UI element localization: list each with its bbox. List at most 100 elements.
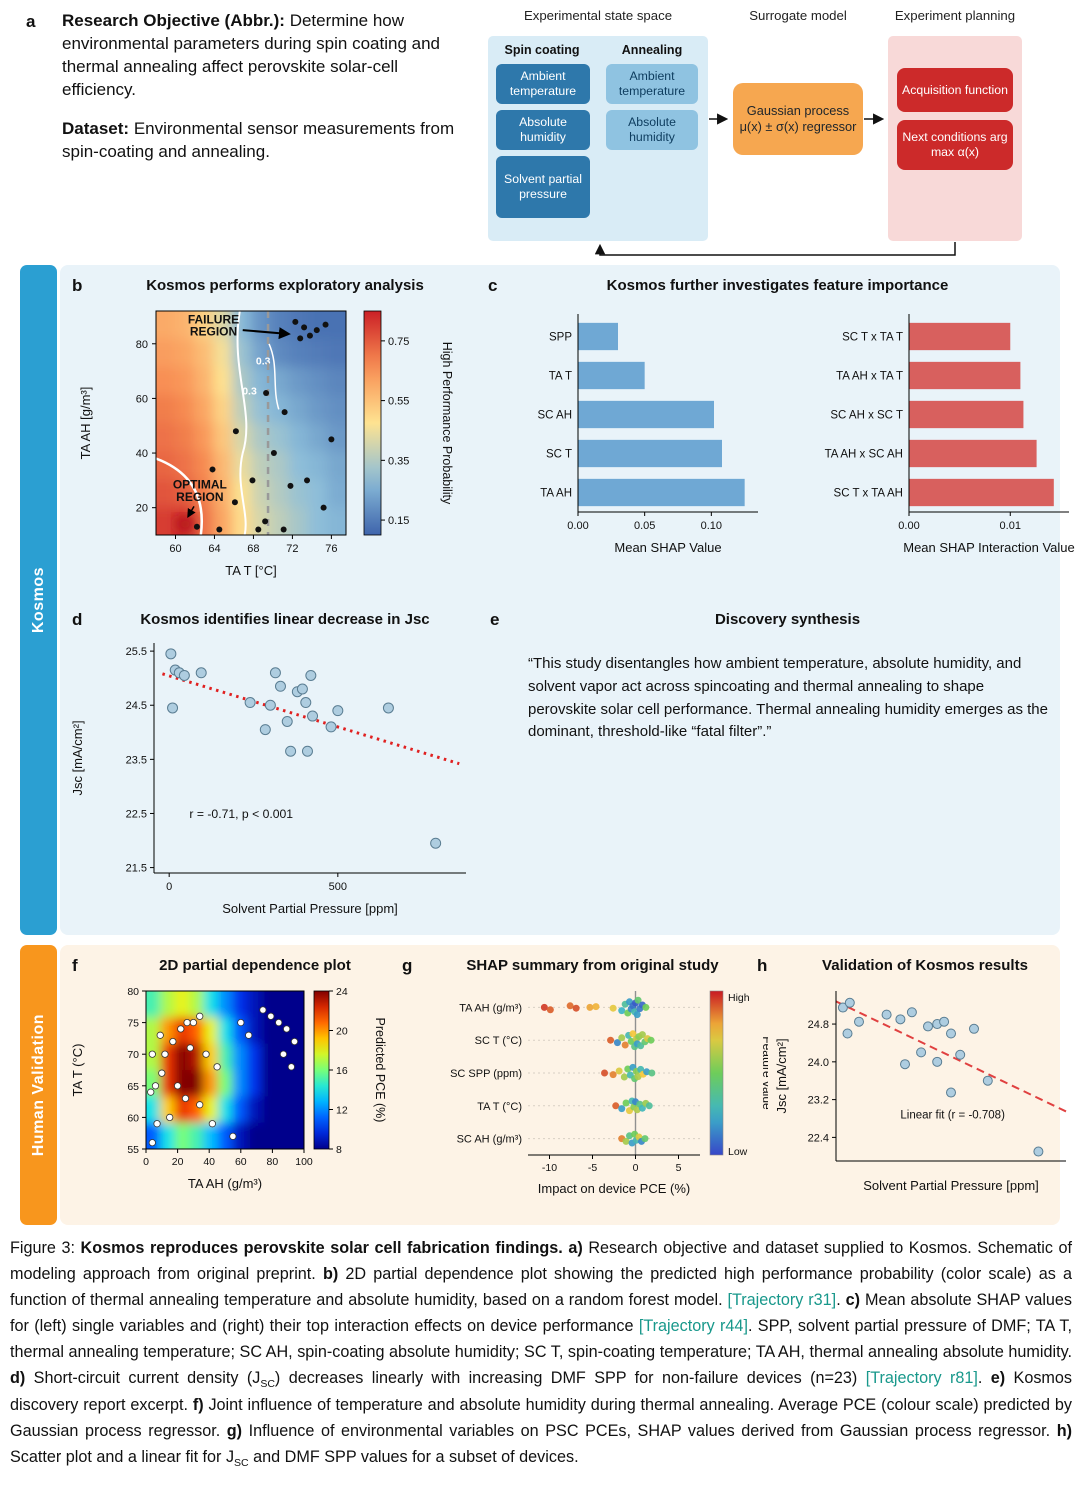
svg-text:TA AH [g/m³]: TA AH [g/m³] (78, 387, 93, 460)
bar (578, 400, 714, 429)
svg-text:Jsc [mA/cm²]: Jsc [mA/cm²] (774, 1038, 789, 1113)
svg-text:SC SPP (ppm): SC SPP (ppm) (450, 1068, 522, 1080)
bar (909, 361, 1021, 390)
data-point (189, 1018, 198, 1027)
bar (909, 400, 1024, 429)
data-point (269, 667, 281, 679)
panel-g-label: g (402, 956, 413, 975)
data-point (939, 1016, 950, 1027)
trajectory-link[interactable]: [Trajectory r31] (727, 1290, 837, 1309)
svg-text:5: 5 (676, 1162, 682, 1174)
flow-header-surrogate: Surrogate model (749, 8, 847, 23)
svg-text:64: 64 (208, 543, 220, 555)
data-point (301, 745, 313, 757)
svg-text:Impact on device PCE (%): Impact on device PCE (%) (538, 1181, 690, 1196)
data-point (208, 1120, 216, 1128)
data-point (279, 1050, 288, 1058)
flow-header-state-space: Experimental state space (523, 8, 673, 23)
svg-text:0.75: 0.75 (388, 336, 409, 348)
svg-text:Mean SHAP Value: Mean SHAP Value (614, 540, 721, 555)
data-point (275, 1018, 283, 1027)
svg-text:60: 60 (169, 543, 181, 555)
panel-c-shap-bar-chart: SPP TA T SC AH SC T TA AH 0.00 0.05 0.10 Mean SH… (537, 314, 758, 555)
shap-point (638, 1031, 646, 1039)
svg-text:0: 0 (143, 1156, 149, 1168)
bar (578, 322, 618, 351)
data-point (165, 648, 177, 660)
shap-point (586, 1003, 594, 1011)
data-point (881, 1009, 892, 1020)
svg-text:80: 80 (267, 1156, 279, 1168)
shap-point (592, 1003, 600, 1011)
svg-text:24.0: 24.0 (808, 1057, 829, 1069)
data-point (259, 1006, 267, 1014)
trajectory-link[interactable]: [Trajectory r81] (865, 1368, 978, 1387)
svg-text:0.3: 0.3 (242, 385, 257, 397)
spin-coating-title: Spin coating (504, 43, 580, 57)
data-point (837, 1002, 848, 1013)
data-point (923, 1021, 933, 1032)
spin-box-absolute-humidity: Absolute humidity (496, 110, 590, 150)
shap-point (618, 1034, 626, 1042)
svg-text:60: 60 (127, 1112, 139, 1124)
data-point (151, 1082, 160, 1090)
svg-text:40: 40 (136, 448, 148, 460)
svg-text:20: 20 (136, 503, 148, 515)
svg-text:SPP: SPP (549, 332, 572, 344)
kosmos-sidebar: Kosmos (20, 265, 57, 935)
data-point (900, 1059, 910, 1070)
trajectory-link[interactable]: [Trajectory r44] (638, 1316, 748, 1335)
svg-text:24: 24 (336, 986, 348, 998)
panel-e-label: e (490, 610, 500, 629)
panel-b-label: b (72, 276, 83, 295)
svg-text:0.01: 0.01 (1000, 520, 1021, 532)
bar (578, 361, 645, 390)
panel-d-scatter-chart: 0 500 21.5 22.5 23.5 24.5 25.5 Solvent Partial … (70, 643, 466, 916)
data-point (178, 669, 190, 681)
shap-point (540, 1003, 548, 1011)
data-point (148, 1139, 156, 1147)
bar (909, 439, 1037, 468)
shap-point (618, 1105, 626, 1113)
data-point (186, 1044, 194, 1052)
dataset-body: Environmental sensor measurements from s… (62, 118, 455, 161)
svg-text:SC AH x SC T: SC AH x SC T (830, 410, 903, 422)
bar (909, 478, 1054, 507)
svg-text:100: 100 (295, 1156, 313, 1168)
svg-text:68: 68 (247, 543, 259, 555)
shap-point (612, 1102, 620, 1110)
data-point (156, 1031, 164, 1039)
panel-f-title: 2D partial dependence plot (159, 957, 351, 974)
data-point (158, 1069, 166, 1077)
data-point (325, 721, 337, 733)
data-point (213, 1063, 221, 1071)
svg-text:0.15: 0.15 (388, 515, 409, 527)
panel-e-title: Discovery synthesis (714, 611, 861, 628)
modeling-flowchart: Experimental state space Surrogate model… (480, 8, 1045, 262)
heatmap-cells: 0.30.3 (156, 311, 346, 535)
svg-text:0: 0 (166, 881, 172, 893)
data-point (245, 1031, 253, 1039)
shap-point (620, 1073, 628, 1081)
data-point (296, 683, 308, 695)
heatmap-cells (146, 991, 304, 1149)
panel-c-title: Kosmos further investigates feature impo… (606, 277, 949, 294)
data-point (430, 837, 442, 849)
data-point (202, 1050, 210, 1058)
panel-b-title: Kosmos performs exploratory analysis (146, 277, 424, 294)
svg-text:500: 500 (329, 881, 347, 893)
svg-text:Solvent Partial Pressure [ppm]: Solvent Partial Pressure [ppm] (222, 901, 398, 916)
research-objective-text: Research Objective (Abbr.): Determine ho… (62, 10, 468, 164)
figure-caption: Figure 3: Kosmos reproduces perovskite s… (10, 1239, 1073, 1469)
data-point (844, 997, 855, 1008)
shap-point (566, 1002, 574, 1010)
data-point (244, 697, 256, 709)
panel-f-label: f (72, 956, 78, 975)
panel-g-title: SHAP summary from original study (466, 957, 719, 974)
panel-a-label: a (26, 12, 36, 31)
panel-h-scatter-chart: 22.4 23.2 24.0 24.8 Solvent Partial Pressure… (774, 991, 1067, 1193)
svg-text:25.5: 25.5 (126, 646, 147, 658)
svg-text:75: 75 (127, 1018, 139, 1030)
svg-text:High Performance Probability: High Performance Probability (440, 342, 454, 505)
